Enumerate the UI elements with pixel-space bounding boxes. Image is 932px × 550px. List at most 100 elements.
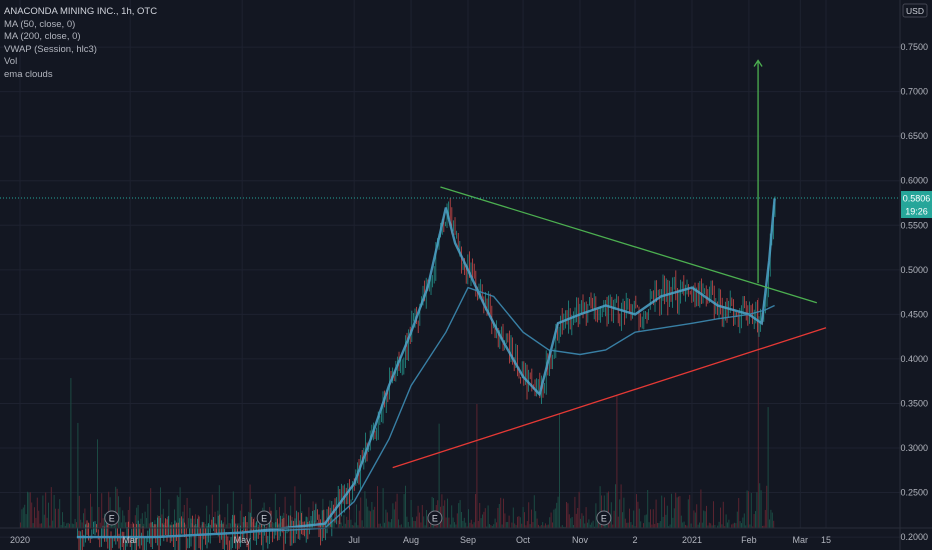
volume-bar (230, 523, 231, 528)
volume-bar (542, 522, 544, 528)
volume-bar (421, 505, 423, 528)
volume-bar (441, 494, 443, 528)
volume-bar (62, 512, 63, 528)
volume-bar (515, 525, 517, 528)
volume-bar (466, 526, 468, 528)
volume-bar (617, 516, 619, 528)
volume-bar (409, 526, 411, 528)
volume-bar (354, 522, 356, 528)
volume-bar (725, 514, 727, 528)
indicator-ma200[interactable]: MA (200, close, 0) (4, 31, 81, 43)
volume-bar (294, 486, 296, 528)
volume-bar (680, 515, 682, 528)
volume-bar (461, 511, 462, 528)
volume-bar (244, 517, 245, 528)
volume-bar (683, 521, 685, 528)
volume-bar (255, 522, 257, 528)
volume-bar (342, 526, 343, 528)
volume-bar (371, 501, 373, 528)
volume-bar (196, 525, 198, 528)
volume-bar (759, 483, 761, 528)
volume-bar (160, 487, 161, 528)
volume-bar (496, 522, 497, 528)
volume-bar (176, 495, 178, 528)
volume-bar (46, 517, 48, 528)
indicator-vwap[interactable]: VWAP (Session, hlc3) (4, 43, 97, 55)
volume-bar (171, 522, 173, 528)
volume-bar (175, 523, 177, 528)
volume-bar (552, 522, 553, 528)
volume-bar (167, 516, 168, 528)
volume-bar (637, 501, 639, 528)
volume-bar (426, 509, 427, 528)
chart-title[interactable]: ANACONDA MINING INC., 1h, OTC (4, 6, 158, 17)
volume-bar (150, 488, 152, 528)
volume-bar (39, 523, 41, 528)
volume-bar (120, 522, 122, 528)
volume-bar (353, 525, 355, 528)
volume-bar (662, 516, 664, 528)
volume-bar (162, 508, 164, 528)
volume-bar (312, 501, 314, 528)
indicator-vol[interactable]: Vol (4, 56, 18, 68)
volume-bar (337, 520, 339, 528)
volume-bar (344, 523, 346, 528)
volume-bar (469, 522, 471, 528)
volume-bar (587, 522, 588, 528)
volume-bar (591, 522, 593, 528)
volume-bar (661, 495, 663, 528)
x-tick-label: May (234, 535, 252, 545)
trendlines[interactable] (392, 59, 827, 469)
indicator-ma50[interactable]: MA (50, close, 0) (4, 18, 76, 30)
volume-bar (456, 513, 458, 528)
volume-bar (126, 522, 128, 528)
countdown-badge (901, 205, 932, 219)
volume-bar (183, 504, 185, 528)
volume-bar (533, 495, 535, 528)
volume-bar (571, 517, 573, 528)
volume-bar (178, 497, 180, 528)
volume-bar (343, 515, 345, 528)
volume-bar (63, 521, 65, 528)
x-tick-label: Feb (741, 535, 757, 545)
volume-bar (206, 505, 208, 528)
y-tick-label: 0.5000 (900, 265, 928, 275)
volume-bar (73, 524, 75, 528)
x-tick-label: Jul (348, 535, 360, 545)
volume-bar (77, 422, 79, 528)
volume-bar (724, 526, 726, 528)
volume-bar (122, 510, 124, 528)
volume-bar (144, 511, 146, 528)
volume-bar (685, 524, 686, 528)
volume-bar (154, 520, 156, 528)
volume-bar (55, 508, 56, 528)
volume-bar (179, 487, 181, 528)
volume-bar (351, 525, 353, 528)
volume-bar (253, 517, 255, 528)
indicator-ema-clouds[interactable]: ema clouds (4, 68, 53, 80)
volume-bar (755, 511, 756, 528)
volume-bar (403, 494, 405, 528)
volume-bar (679, 496, 681, 528)
volume-bar (66, 523, 68, 528)
volume-bar (560, 526, 562, 528)
volume-bar (36, 497, 38, 528)
volume-bar (556, 502, 558, 528)
volume-bar (519, 517, 521, 528)
volume-bar (581, 513, 583, 528)
volume-bar (279, 507, 280, 528)
volume-bar (678, 496, 679, 528)
volume-bar (720, 507, 721, 528)
volume-bar (734, 522, 735, 528)
volume-bar (525, 525, 527, 528)
volume-bar (463, 517, 465, 528)
volume-bar (232, 491, 234, 528)
volume-bar (407, 522, 409, 528)
volume-bar (610, 502, 612, 528)
volume-bar (399, 525, 401, 528)
volume-bar (372, 509, 374, 528)
volume-bar (665, 514, 667, 528)
y-tick-label: 0.6000 (900, 176, 928, 186)
